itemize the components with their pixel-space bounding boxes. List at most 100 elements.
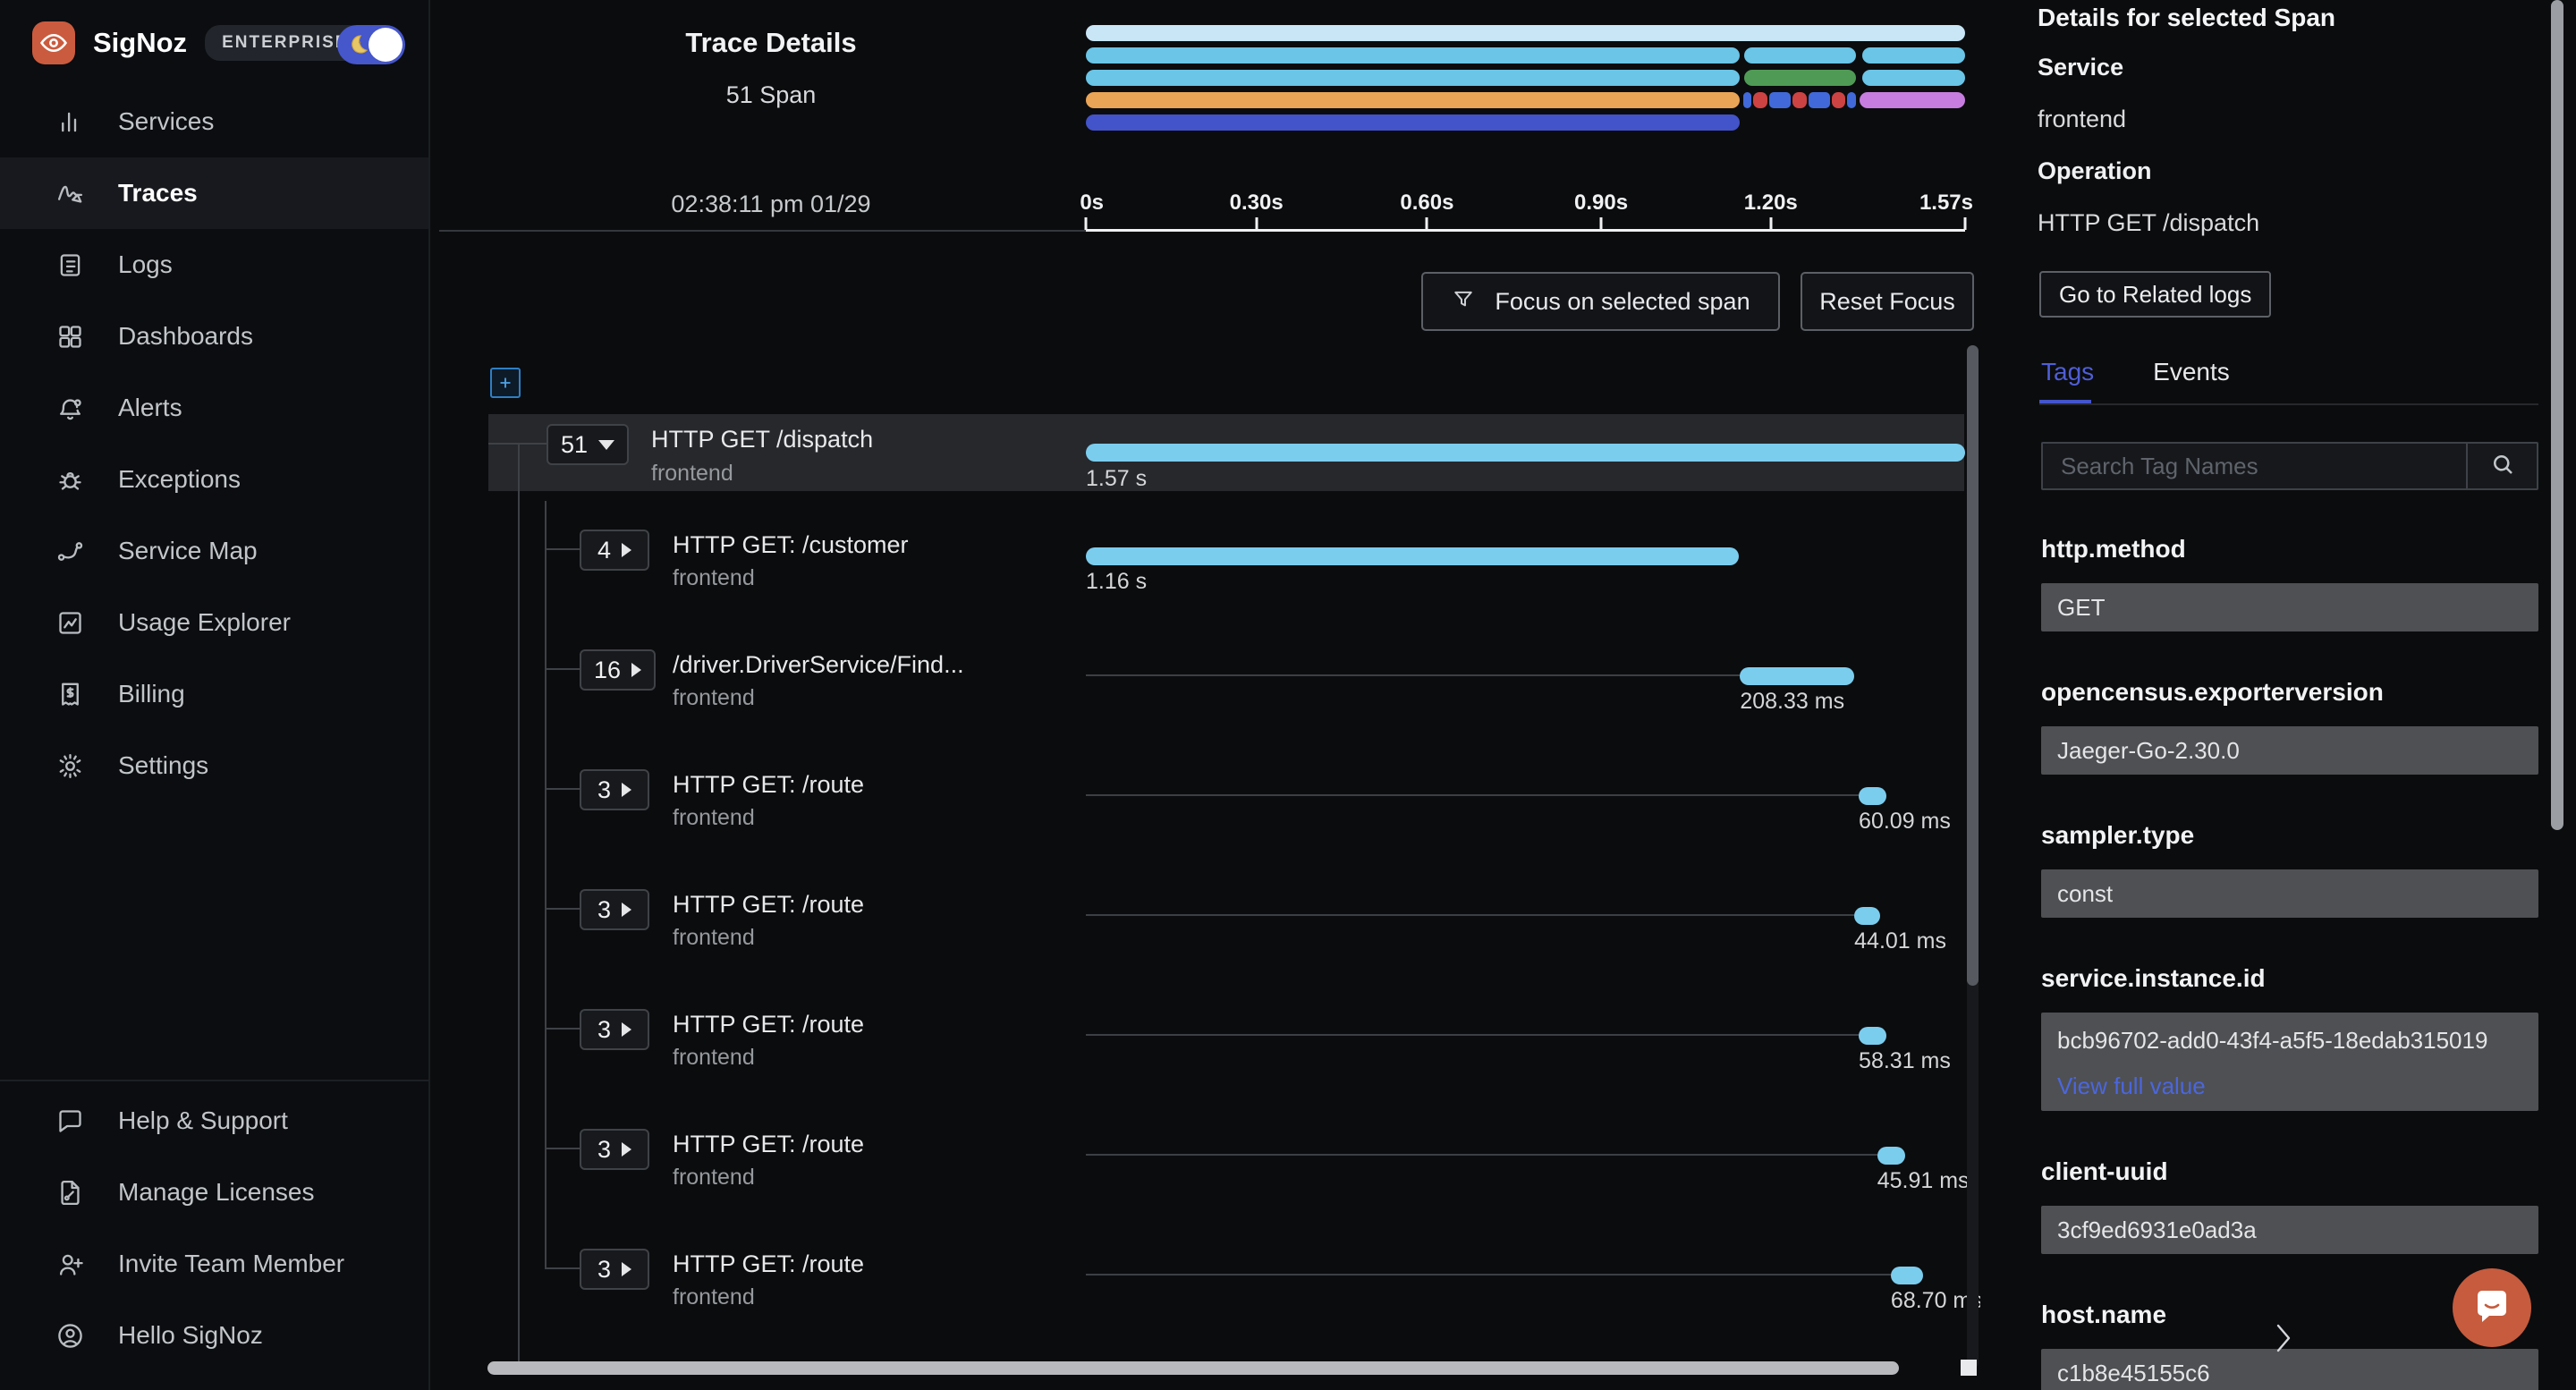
support-chat-button[interactable] — [2453, 1268, 2531, 1347]
tag-value[interactable]: 3cf9ed6931e0ad3a — [2041, 1206, 2538, 1254]
operation-label: Operation — [2038, 157, 2152, 184]
sidebar-item-services[interactable]: Services — [0, 86, 428, 157]
sidebar-item-service-map[interactable]: Service Map — [0, 515, 428, 587]
span-row[interactable]: 3 HTTP GET: /route frontend 60.09 ms — [430, 737, 1980, 853]
span-count-badge[interactable]: 4 — [580, 530, 649, 571]
span-count: 3 — [597, 895, 612, 923]
span-offset-line — [1086, 674, 1741, 676]
tree-horizontal-scrollbar[interactable] — [487, 1361, 1899, 1375]
span-duration-bar[interactable] — [1859, 1027, 1886, 1045]
span-row[interactable]: 3 HTTP GET: /route frontend 58.31 ms — [430, 977, 1980, 1093]
service-map-icon — [55, 537, 85, 566]
sidebar-item-exceptions[interactable]: Exceptions — [0, 444, 428, 515]
span-count: 16 — [594, 656, 622, 683]
tag-value[interactable]: Jaeger-Go-2.30.0 — [2041, 726, 2538, 775]
tag-group: client-uuid 3cf9ed6931e0ad3a — [2041, 1157, 2538, 1254]
route-icon — [55, 179, 85, 208]
tree-line — [545, 501, 547, 1269]
sidebar-item-traces[interactable]: Traces — [0, 157, 428, 229]
tag-value[interactable]: bcb96702-add0-43f4-a5f5-18edab315019 View… — [2041, 1013, 2538, 1111]
sidebar-item-label: Help & Support — [118, 1106, 288, 1134]
chevron-right-icon — [622, 1022, 632, 1037]
span-count-badge[interactable]: 3 — [580, 1249, 649, 1290]
minimap-span-segment — [1860, 92, 1965, 108]
sidebar-item-alerts[interactable]: Alerts — [0, 372, 428, 444]
span-service: frontend — [673, 1045, 755, 1070]
view-full-value-link[interactable]: View full value — [2057, 1072, 2206, 1099]
span-duration-bar[interactable] — [1859, 787, 1886, 805]
chevron-right-icon — [631, 663, 642, 677]
minimap-row — [1086, 114, 1965, 131]
tag-search-input[interactable] — [2043, 444, 2466, 488]
go-to-related-logs-button[interactable]: Go to Related logs — [2039, 271, 2272, 318]
sidebar-item-label: Hello SigNoz — [118, 1321, 263, 1349]
span-row[interactable]: 3 HTTP GET: /route frontend 68.70 ms — [430, 1216, 1980, 1333]
tree-vertical-scrollbar[interactable] — [1967, 345, 1979, 986]
span-count-badge[interactable]: 3 — [580, 1009, 649, 1050]
span-count: 4 — [597, 536, 612, 564]
span-duration-label: 44.01 ms — [1854, 928, 1946, 954]
minimap-span-segment — [1744, 70, 1857, 86]
span-offset-line — [1086, 1154, 1877, 1156]
span-duration-bar[interactable] — [1086, 547, 1740, 565]
span-row[interactable]: 3 HTTP GET: /route frontend 45.91 ms — [430, 1097, 1980, 1213]
expand-all-button[interactable] — [490, 368, 521, 398]
tag-value[interactable]: c1b8e45155c6 — [2041, 1349, 2538, 1390]
details-tabs: Tags Events — [2041, 358, 2230, 386]
span-row[interactable]: 3 HTTP GET: /route frontend 44.01 ms — [430, 857, 1980, 973]
sidebar-item-help-support[interactable]: Help & Support — [0, 1085, 428, 1157]
tag-value[interactable]: GET — [2041, 583, 2538, 631]
minimap-span-segment — [1086, 47, 1741, 64]
scroll-corner-handle[interactable] — [1961, 1360, 1977, 1376]
span-duration-bar[interactable] — [1877, 1147, 1905, 1165]
span-count-badge[interactable]: 51 — [547, 424, 630, 465]
minimap-row — [1086, 92, 1965, 108]
reset-focus-button[interactable]: Reset Focus — [1801, 272, 1974, 331]
sidebar-item-usage-explorer[interactable]: Usage Explorer — [0, 587, 428, 658]
span-name: HTTP GET: /customer — [673, 531, 909, 558]
span-duration-bar[interactable] — [1854, 907, 1881, 925]
tag-group: sampler.type const — [2041, 821, 2538, 918]
span-count-badge[interactable]: 16 — [580, 649, 657, 691]
sidebar-item-manage-licenses[interactable]: Manage Licenses — [0, 1157, 428, 1228]
minimap-row — [1086, 47, 1965, 64]
tag-group: host.name c1b8e45155c6 — [2041, 1301, 2538, 1390]
sidebar-item-logs[interactable]: Logs — [0, 229, 428, 301]
tab-events[interactable]: Events — [2153, 358, 2230, 386]
span-count-badge[interactable]: 3 — [580, 1129, 649, 1170]
tag-value-text: bcb96702-add0-43f4-a5f5-18edab315019 — [2057, 1027, 2488, 1054]
sidebar-item-label: Usage Explorer — [118, 608, 291, 636]
span-duration-bar[interactable] — [1086, 444, 1965, 462]
gear-icon — [55, 751, 85, 781]
span-row[interactable]: 16/driver.DriverService/Find... frontend 2… — [430, 617, 1980, 733]
axis-tick-label: 1.57s — [1919, 191, 1974, 215]
collapse-panel-chevron[interactable] — [2272, 1320, 2295, 1356]
sidebar-item-dashboards[interactable]: Dashboards — [0, 301, 428, 372]
minimap-span-segment — [1831, 92, 1846, 108]
tag-value[interactable]: const — [2041, 869, 2538, 918]
details-panel-scrollbar[interactable] — [2551, 0, 2563, 830]
tag-value-text: c1b8e45155c6 — [2057, 1360, 2210, 1386]
signoz-logo-icon[interactable] — [32, 21, 75, 64]
tabs-divider — [2039, 403, 2538, 405]
tab-tags[interactable]: Tags — [2041, 358, 2095, 386]
span-duration-bar[interactable] — [1740, 667, 1855, 685]
tree-line — [545, 1267, 580, 1269]
span-count-badge[interactable]: 3 — [580, 889, 649, 930]
tag-search-button[interactable] — [2466, 444, 2537, 488]
span-count: 3 — [597, 1135, 612, 1163]
sidebar-item-invite-team-member[interactable]: Invite Team Member — [0, 1228, 428, 1300]
span-duration-bar[interactable] — [1890, 1267, 1923, 1284]
span-count-badge[interactable]: 3 — [580, 769, 649, 810]
sidebar-item-hello-signoz[interactable]: Hello SigNoz — [0, 1300, 428, 1371]
tag-key: client-uuid — [2041, 1157, 2168, 1185]
trace-minimap[interactable] — [1086, 25, 1965, 134]
sidebar-item-settings[interactable]: Settings — [0, 730, 428, 801]
focus-selected-span-button[interactable]: Focus on selected span — [1421, 272, 1780, 331]
minimap-span-segment — [1086, 92, 1741, 108]
theme-toggle[interactable] — [337, 25, 405, 64]
sidebar-item-billing[interactable]: Billing — [0, 658, 428, 730]
tree-line — [518, 444, 520, 1369]
span-row[interactable]: 4 HTTP GET: /customer frontend 1.16 s — [430, 497, 1980, 614]
span-row[interactable]: 51 HTTP GET /dispatch frontend 1.57 s — [430, 414, 1980, 497]
